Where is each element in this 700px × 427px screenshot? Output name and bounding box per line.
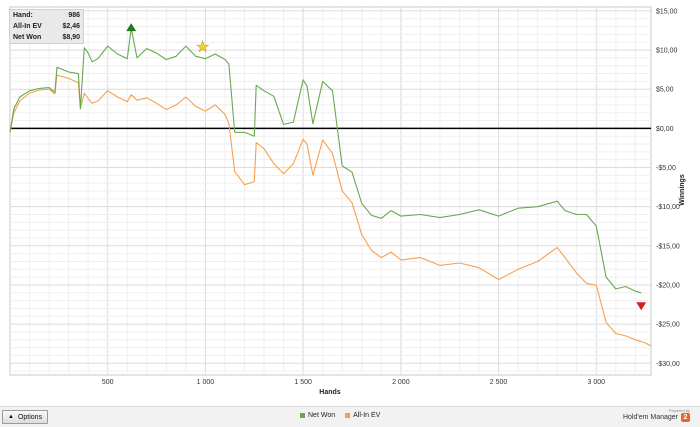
x-tick-label: 500: [102, 379, 114, 386]
info-row-hand: Hand: 986: [10, 10, 83, 21]
legend-item-allin-ev[interactable]: All-In EV: [345, 412, 380, 419]
brand-powered: Powered by: [668, 408, 690, 413]
info-row-net-won: Net Won $8,90: [10, 32, 83, 43]
brand-logo-icon: 2: [681, 413, 690, 422]
info-label: All-In EV: [13, 23, 42, 30]
marker-layer: [126, 23, 647, 311]
legend-label: Net Won: [308, 412, 336, 419]
x-tick-label: 2 500: [490, 379, 508, 386]
marker-min: [636, 302, 647, 311]
info-label: Net Won: [13, 34, 42, 41]
y-axis-title: Winnings: [679, 174, 686, 206]
x-tick-label: 1 000: [197, 379, 215, 386]
y-tick-label: -$25,00: [656, 322, 680, 329]
brand-name: Hold'em Manager: [622, 414, 678, 421]
y-tick-labels: $15,00 $10,00 $5,00 $0,00 -$5,00 -$10,00 -$15,…: [656, 8, 680, 367]
legend-item-net-won[interactable]: Net Won: [300, 412, 335, 419]
x-tick-label: 1 500: [294, 379, 312, 386]
legend: Net Won All-In EV: [300, 412, 380, 419]
brand-name-row: Hold'em Manager 2: [623, 413, 690, 422]
y-tick-label: $5,00: [656, 87, 674, 94]
hand-info-box: Hand: 986 All-In EV $2,46 Net Won $8,90: [9, 9, 84, 44]
y-tick-label: -$10,00: [656, 204, 680, 211]
series-layer: [9, 27, 652, 347]
bottom-bar: ▲ Options Net Won All-In EV Powered by H…: [0, 406, 700, 427]
legend-swatch: [300, 413, 305, 418]
chart-svg: 500 1 000 1 500 2 000 2 500 3 000 $15,00 $10,0…: [9, 6, 686, 396]
options-button[interactable]: ▲ Options: [2, 410, 49, 424]
triangle-up-icon: ▲: [8, 414, 14, 420]
info-value: $8,90: [62, 34, 80, 41]
options-label: Options: [17, 413, 43, 421]
series-line-all-in-ev: [9, 74, 652, 347]
info-value: $2,46: [62, 23, 80, 30]
info-value: 986: [68, 12, 80, 19]
x-tick-label: 3 000: [588, 379, 606, 386]
y-tick-label: -$15,00: [656, 243, 680, 250]
grid-layer: [9, 6, 652, 376]
y-tick-label: $0,00: [656, 126, 674, 133]
marker-selected: [196, 39, 210, 53]
legend-label: All-In EV: [353, 412, 381, 419]
y-tick-label: -$20,00: [656, 282, 680, 289]
series-line-net-won: [9, 27, 642, 294]
legend-swatch: [345, 413, 351, 418]
x-axis-title: Hands: [319, 389, 341, 396]
y-tick-label: $15,00: [656, 8, 678, 15]
y-tick-label: $10,00: [656, 48, 678, 55]
brand: Powered by Hold'em Manager 2: [623, 408, 690, 422]
info-label: Hand:: [13, 12, 33, 19]
x-tick-label: 2 000: [392, 379, 410, 386]
info-row-allin-ev: All-In EV $2,46: [10, 21, 83, 32]
y-tick-label: -$30,00: [656, 361, 680, 368]
x-tick-labels: 500 1 000 1 500 2 000 2 500 3 000: [102, 379, 605, 386]
marker-max: [126, 23, 137, 32]
y-tick-label: -$5,00: [656, 165, 676, 172]
